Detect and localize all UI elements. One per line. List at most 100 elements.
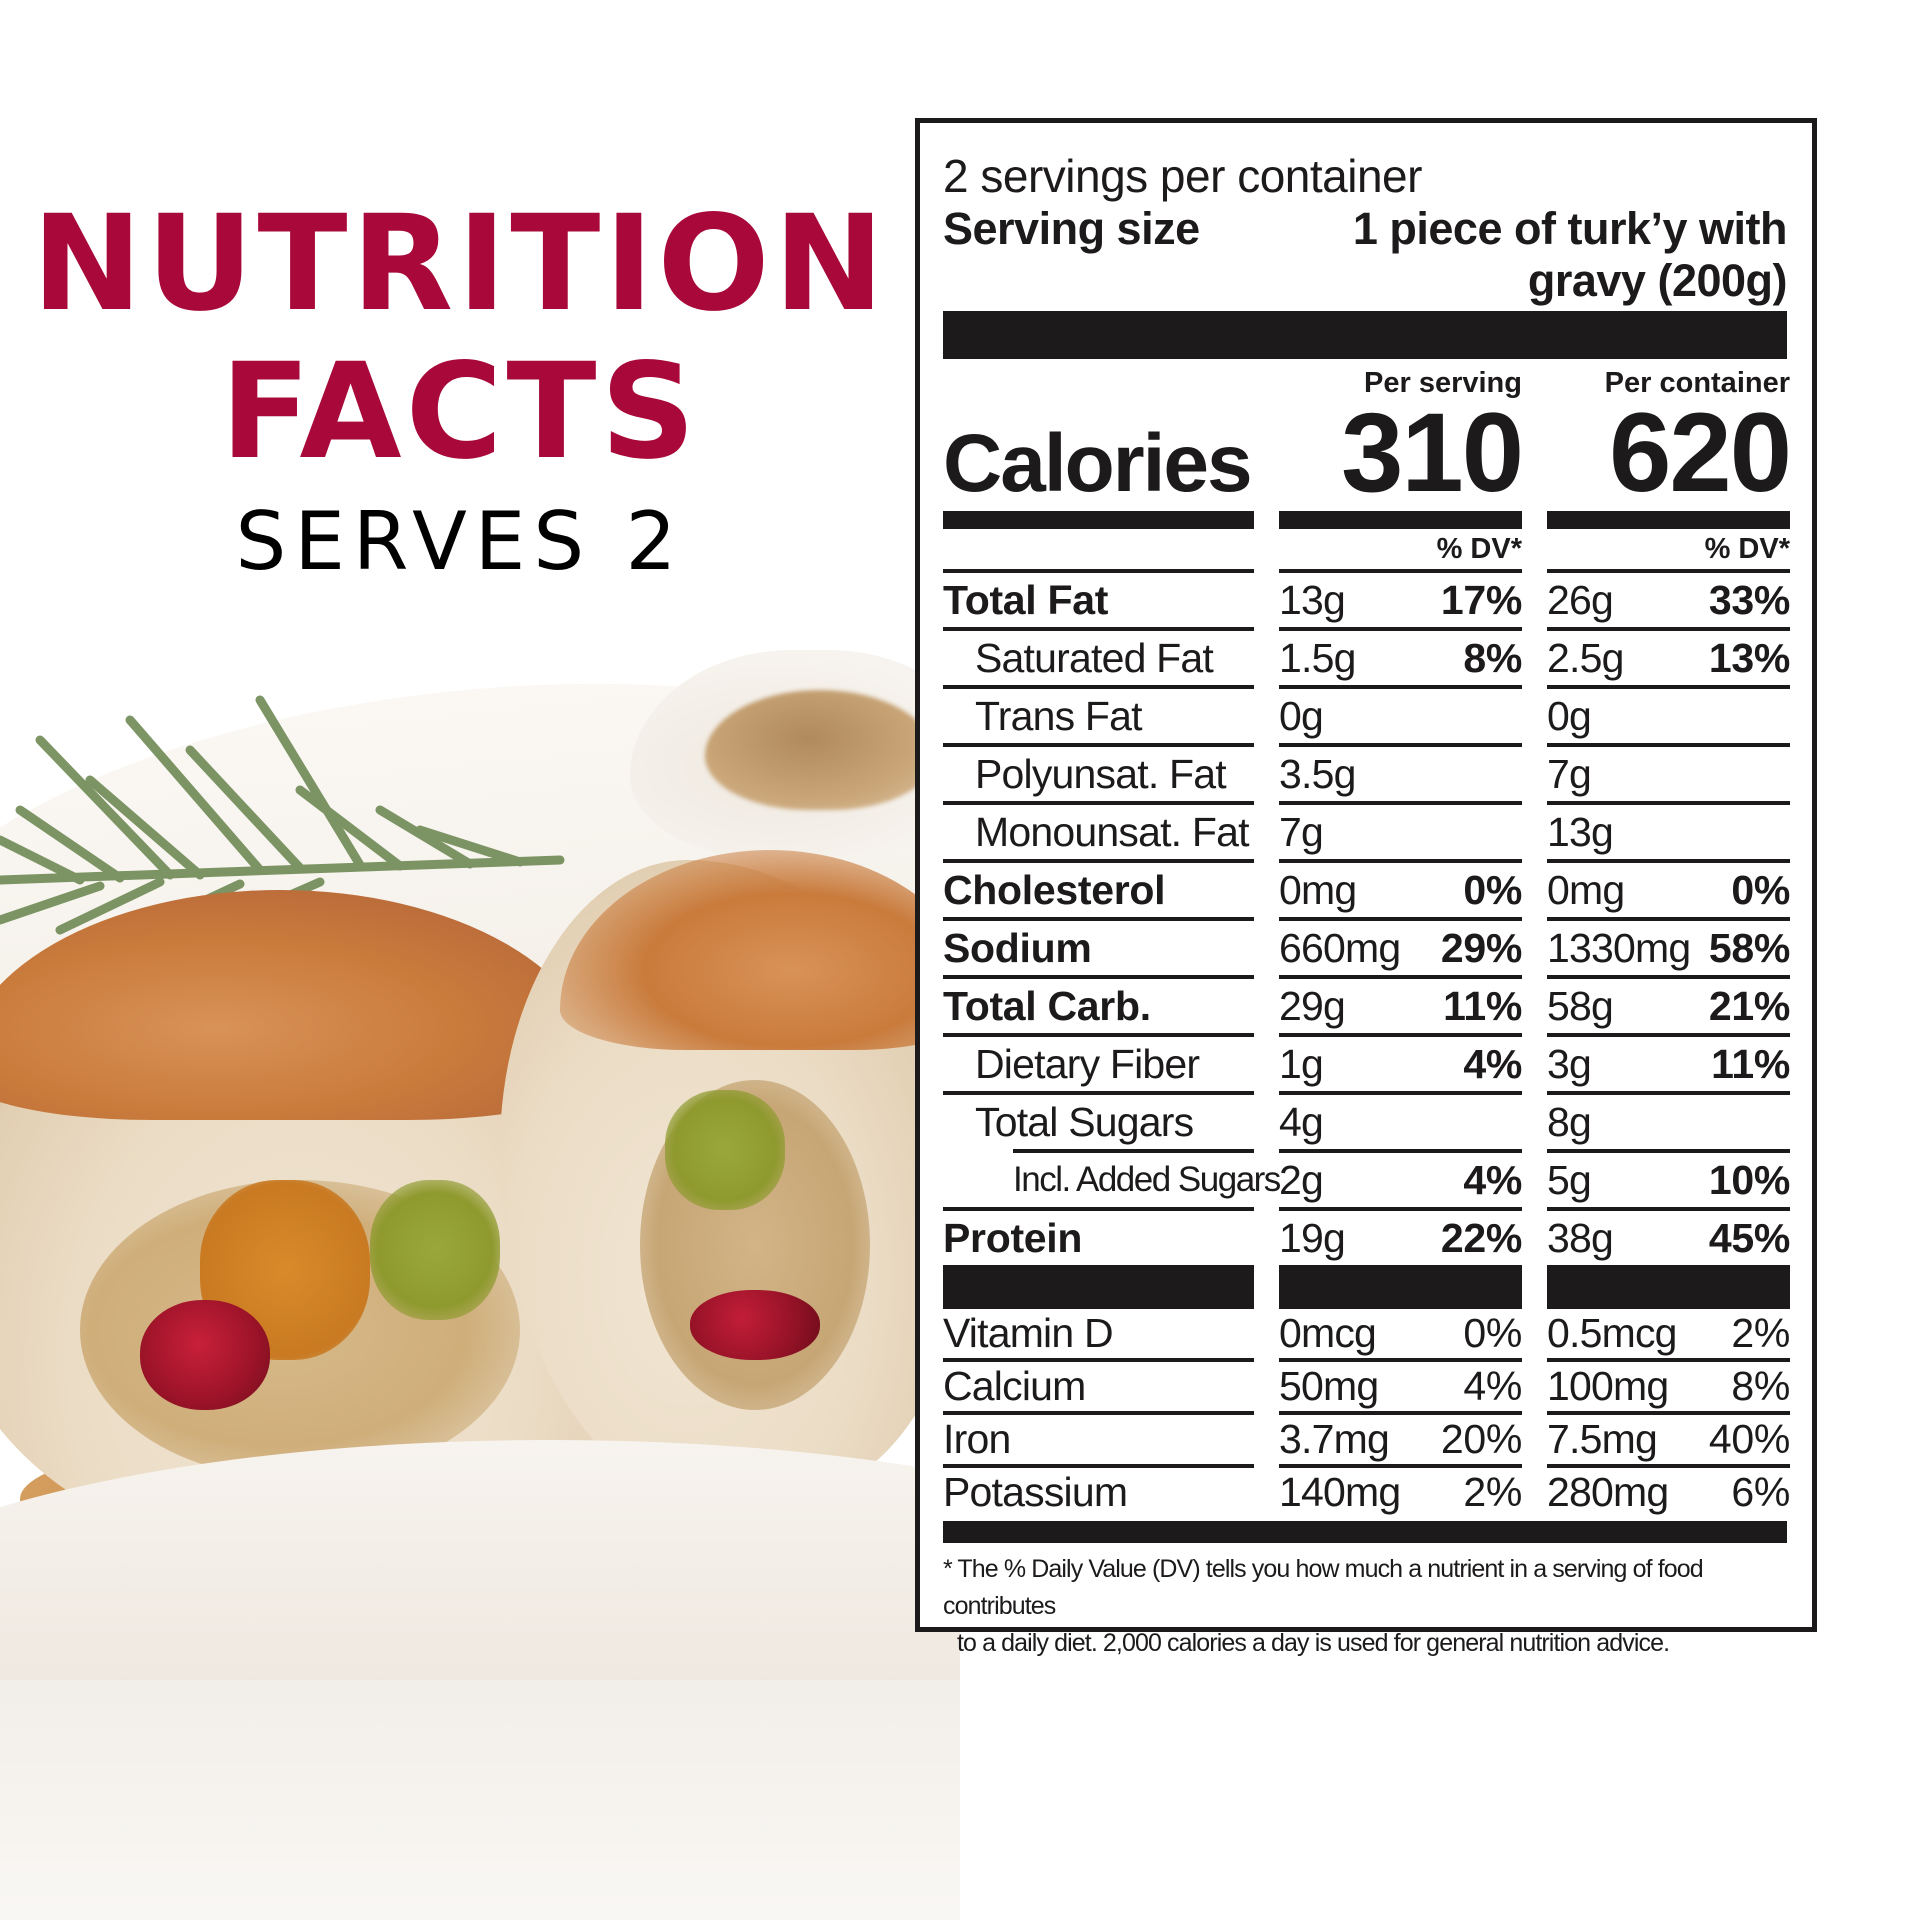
- container-amount: 13g: [1547, 808, 1614, 855]
- serving-size-value-line1: 1 piece of turk’y with: [1352, 203, 1788, 254]
- serving-dv: 4%: [1463, 1156, 1522, 1203]
- thick-divider: [943, 311, 1787, 359]
- serving-dv: 2%: [1463, 1469, 1522, 1515]
- container-dv: 2%: [1731, 1310, 1790, 1356]
- serving-dv: 0%: [1463, 866, 1522, 913]
- vitamin-divider: [943, 1265, 1790, 1309]
- table-row: Saturated Fat 1.5g 8% 2.5g 13%: [943, 631, 1790, 685]
- container-dv: 10%: [1708, 1156, 1790, 1203]
- calories-row: Calories 310 620: [943, 390, 1792, 515]
- row-rule: [943, 627, 1790, 631]
- footnote-line1: * The % Daily Value (DV) tells you how m…: [943, 1555, 1704, 1620]
- nutrient-name: Iron: [943, 1416, 1011, 1462]
- nutrient-name: Polyunsat. Fat: [975, 750, 1227, 797]
- serving-amount: 7g: [1279, 808, 1324, 855]
- column-headers: Per serving Per container: [943, 359, 1790, 401]
- heading-block: NUTRITION FACTS SERVES 2: [0, 190, 920, 592]
- row-rule: [943, 1358, 1790, 1362]
- dv-header-container: % DV*: [1704, 533, 1790, 565]
- table-row: Total Sugars 4g 8g: [943, 1095, 1787, 1149]
- dv-header-row: % DV* % DV*: [943, 529, 1790, 569]
- row-rule: [943, 1411, 1790, 1415]
- container-amount: 2.5g: [1547, 634, 1624, 681]
- gravy-in-boat: [705, 690, 935, 810]
- serving-size-value: 1 piece of turk’y with gravy (200g): [1287, 203, 1788, 307]
- row-rule: [943, 1033, 1790, 1037]
- serving-amount: 0mg: [1279, 866, 1357, 913]
- nutrient-name: Dietary Fiber: [975, 1040, 1200, 1087]
- serving-amount: 29g: [1279, 982, 1346, 1029]
- calories-label: Calories: [943, 418, 1253, 509]
- container-amount: 38g: [1547, 1214, 1614, 1261]
- food-photo: [0, 560, 960, 1920]
- table-row: Total Carb. 29g 11% 58g 21%: [943, 979, 1790, 1033]
- nutrient-name: Incl. Added Sugars: [1013, 1160, 1281, 1199]
- nutrient-name: Sodium: [943, 924, 1092, 971]
- row-rule: [943, 1207, 1790, 1211]
- cranberry: [690, 1290, 820, 1360]
- container-amount: 280mg: [1547, 1469, 1669, 1515]
- row-rule: [943, 1149, 1790, 1153]
- serving-dv: 29%: [1440, 924, 1522, 971]
- container-amount: 3g: [1547, 1040, 1592, 1087]
- serving-dv: 22%: [1440, 1214, 1522, 1261]
- container-dv: 0%: [1731, 866, 1790, 913]
- row-rule: [943, 1464, 1790, 1468]
- container-dv: 58%: [1708, 924, 1790, 971]
- tablecloth: [0, 1680, 960, 1920]
- table-row: Vitamin D 0mcg 0% 0.5mcg 2%: [943, 1309, 1790, 1358]
- nutrient-name: Cholesterol: [943, 866, 1166, 913]
- container-dv: 13%: [1708, 634, 1790, 681]
- table-row: Calcium 50mg 4% 100mg 8%: [943, 1362, 1790, 1411]
- row-rule: [943, 917, 1790, 921]
- vitamin-table: Vitamin D 0mcg 0% 0.5mcg 2% Calcium 50mg 4% 100m…: [943, 1309, 1790, 1517]
- nutrient-name: Calcium: [943, 1363, 1086, 1409]
- serving-amount: 660mg: [1279, 924, 1401, 971]
- bottom-divider: [943, 1521, 1787, 1543]
- serving-amount: 4g: [1279, 1098, 1324, 1145]
- greens-piece: [665, 1090, 785, 1210]
- container-amount: 5g: [1547, 1156, 1592, 1203]
- table-row: Protein 19g 22% 38g 45%: [943, 1211, 1790, 1265]
- serving-size-value-line2: gravy (200g): [1527, 255, 1788, 306]
- container-amount: 100mg: [1547, 1363, 1669, 1409]
- container-amount: 0mg: [1547, 866, 1625, 913]
- per-container-header: Per container: [1604, 367, 1790, 399]
- serving-amount: 50mg: [1279, 1363, 1379, 1409]
- dv-header-serving: % DV*: [1436, 533, 1522, 565]
- serving-dv: 8%: [1463, 634, 1522, 681]
- serving-amount: 3.5g: [1279, 750, 1356, 797]
- container-amount: 0.5mcg: [1547, 1310, 1677, 1356]
- nutrition-facts-label: 2 servings per container Serving size 1 …: [915, 118, 1817, 1657]
- table-row: Trans Fat 0g 0g: [943, 689, 1787, 743]
- row-rule: [943, 859, 1790, 863]
- serving-dv: 20%: [1440, 1416, 1522, 1462]
- nutrient-name: Total Sugars: [975, 1098, 1194, 1145]
- nutrient-table: Total Fat 13g 17% 26g 33% Saturated Fat 1.5g 8%…: [943, 569, 1790, 1265]
- table-row: Dietary Fiber 1g 4% 3g 11%: [943, 1037, 1790, 1091]
- nutrient-name: Total Carb.: [943, 982, 1151, 1029]
- dv-footnote: * The % Daily Value (DV) tells you how m…: [943, 1551, 1787, 1662]
- serving-amount: 13g: [1279, 576, 1346, 623]
- nutrient-name: Potassium: [943, 1469, 1128, 1515]
- table-row: Sodium 660mg 29% 1330mg 58%: [943, 921, 1790, 975]
- nutrient-name: Protein: [943, 1214, 1083, 1261]
- calories-per-container: 620: [1609, 390, 1792, 515]
- row-rule: [943, 743, 1790, 747]
- nutrient-name: Saturated Fat: [975, 634, 1214, 681]
- serves-subtitle: SERVES 2: [235, 495, 685, 588]
- container-amount: 58g: [1547, 982, 1614, 1029]
- calories-divider: [943, 505, 1790, 529]
- serving-amount: 3.7mg: [1279, 1416, 1390, 1462]
- footnote-line2: to a daily diet. 2,000 calories a day is…: [957, 1629, 1670, 1657]
- serving-amount: 19g: [1279, 1214, 1346, 1261]
- serving-size-label: Serving size: [943, 203, 1200, 254]
- per-serving-header: Per serving: [1364, 367, 1522, 399]
- container-dv: 45%: [1708, 1214, 1790, 1261]
- nutrient-name: Monounsat. Fat: [975, 808, 1249, 855]
- row-rule: [943, 685, 1790, 689]
- serving-dv: 4%: [1463, 1363, 1522, 1409]
- heading-title-line2: FACTS: [220, 335, 700, 489]
- container-amount: 7.5mg: [1547, 1416, 1658, 1462]
- serving-amount: 1g: [1279, 1040, 1324, 1087]
